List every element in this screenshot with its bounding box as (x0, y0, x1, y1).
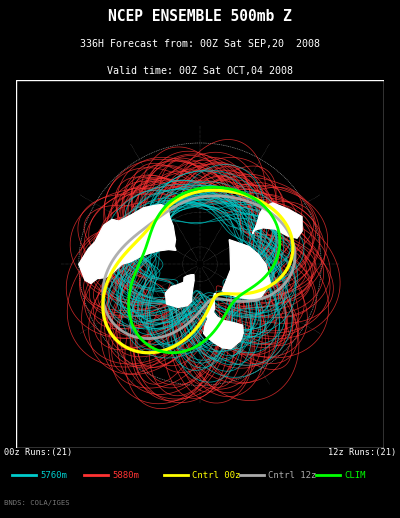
Text: CLIM: CLIM (344, 471, 366, 480)
Polygon shape (79, 205, 176, 283)
Polygon shape (206, 294, 216, 319)
Polygon shape (222, 240, 270, 299)
Polygon shape (204, 293, 243, 349)
Text: 5880m: 5880m (112, 471, 139, 480)
Text: 12z Runs:(21): 12z Runs:(21) (328, 448, 396, 457)
Polygon shape (252, 203, 302, 238)
Text: 5760m: 5760m (40, 471, 67, 480)
Text: 00z Runs:(21): 00z Runs:(21) (4, 448, 72, 457)
Polygon shape (166, 275, 194, 307)
Text: 336H Forecast from: 00Z Sat SEP,20  2008: 336H Forecast from: 00Z Sat SEP,20 2008 (80, 39, 320, 49)
Text: Valid time: 00Z Sat OCT,04 2008: Valid time: 00Z Sat OCT,04 2008 (107, 66, 293, 76)
Text: Cntrl 12z: Cntrl 12z (268, 471, 316, 480)
Text: Cntrl 00z: Cntrl 00z (192, 471, 240, 480)
Text: BNDS: COLA/IGES: BNDS: COLA/IGES (4, 500, 70, 506)
Text: NCEP ENSEMBLE 500mb Z: NCEP ENSEMBLE 500mb Z (108, 9, 292, 23)
